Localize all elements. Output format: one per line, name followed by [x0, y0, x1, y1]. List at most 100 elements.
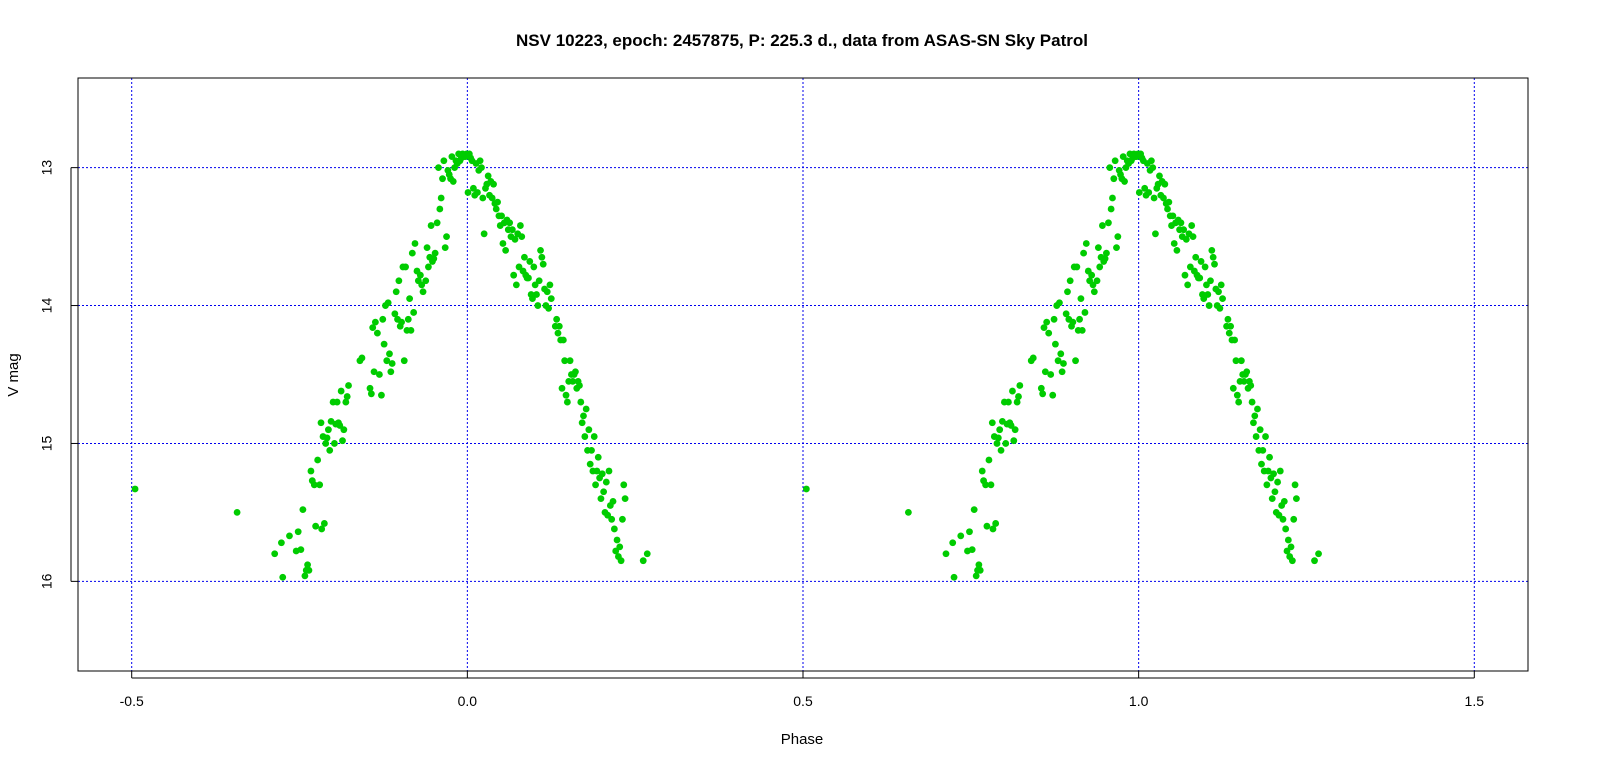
- data-point: [580, 412, 587, 420]
- data-point: [1093, 277, 1101, 285]
- data-point: [449, 178, 457, 185]
- data-point: [521, 253, 528, 261]
- data-point: [479, 194, 487, 202]
- data-point: [1280, 497, 1288, 505]
- data-point: [480, 230, 488, 238]
- data-point: [975, 561, 983, 569]
- data-point: [1237, 357, 1245, 365]
- data-point: [407, 326, 415, 334]
- data-point: [592, 481, 599, 489]
- data-point: [1106, 164, 1114, 172]
- data-point: [1149, 164, 1157, 172]
- data-point: [600, 488, 608, 496]
- data-point: [427, 222, 435, 229]
- data-point: [305, 566, 313, 574]
- data-point: [1010, 437, 1018, 445]
- data-point: [380, 340, 388, 348]
- data-point: [1204, 291, 1212, 298]
- y-tick-label: 14: [39, 298, 55, 314]
- data-point: [506, 219, 514, 227]
- data-point: [1037, 384, 1045, 392]
- data-point: [366, 384, 374, 392]
- data-point: [588, 446, 595, 454]
- data-point: [440, 157, 448, 165]
- data-point: [983, 522, 991, 530]
- data-point: [982, 481, 989, 489]
- data-point: [512, 281, 520, 289]
- data-point: [1182, 235, 1190, 243]
- data-point: [597, 495, 605, 503]
- data-point: [1211, 260, 1218, 268]
- data-point: [1250, 419, 1257, 427]
- data-point: [978, 467, 986, 475]
- data-point: [1263, 481, 1271, 489]
- data-point: [593, 467, 601, 475]
- data-point: [1227, 322, 1235, 330]
- data-point: [1062, 310, 1070, 318]
- data-point: [307, 467, 315, 475]
- x-tick-label: -0.5: [120, 693, 144, 709]
- data-point: [508, 226, 516, 234]
- data-point: [993, 440, 1001, 447]
- data-point: [1060, 360, 1067, 367]
- data-point: [581, 433, 589, 440]
- data-point: [304, 561, 311, 569]
- data-point: [602, 478, 610, 486]
- data-point: [605, 467, 613, 475]
- data-point: [404, 315, 412, 323]
- data-point: [1165, 198, 1173, 206]
- data-point: [1056, 299, 1063, 307]
- data-point: [1081, 309, 1089, 316]
- data-point: [464, 189, 472, 196]
- data-point: [384, 299, 392, 307]
- data-point: [271, 550, 279, 558]
- data-point: [516, 222, 524, 229]
- data-point: [431, 249, 439, 257]
- data-point: [533, 291, 540, 298]
- data-point: [388, 360, 396, 367]
- data-point: [337, 387, 345, 395]
- data-point: [1156, 172, 1163, 180]
- data-point: [957, 532, 965, 540]
- data-point: [408, 249, 416, 257]
- data-point: [294, 528, 302, 536]
- data-point: [609, 497, 617, 505]
- data-point: [558, 384, 566, 392]
- data-point: [340, 426, 348, 434]
- data-point: [386, 350, 393, 358]
- data-point: [582, 405, 590, 413]
- data-point: [333, 398, 341, 406]
- data-point: [904, 509, 912, 516]
- data-point: [950, 573, 958, 581]
- data-point: [616, 543, 624, 551]
- data-point: [1215, 288, 1222, 296]
- data-point: [324, 426, 332, 434]
- data-point: [318, 525, 326, 533]
- data-point: [345, 382, 352, 389]
- data-point: [476, 157, 484, 165]
- data-point: [572, 368, 579, 376]
- data-point: [416, 271, 424, 279]
- data-point: [537, 246, 544, 254]
- data-point: [639, 557, 647, 565]
- data-point: [970, 506, 978, 514]
- data-point: [1057, 350, 1065, 358]
- data-point: [1094, 244, 1102, 252]
- data-point: [299, 506, 307, 514]
- data-point: [1232, 357, 1240, 365]
- data-point: [1197, 258, 1205, 265]
- data-point: [1103, 249, 1110, 257]
- data-point: [1276, 467, 1284, 475]
- data-point: [610, 525, 618, 533]
- data-point: [402, 263, 409, 271]
- data-point: [297, 546, 305, 554]
- data-point: [994, 434, 1002, 442]
- chart-title: NSV 10223, epoch: 2457875, P: 225.3 d., …: [516, 31, 1088, 50]
- data-point: [395, 277, 403, 285]
- data-point: [619, 515, 626, 523]
- data-point: [966, 528, 973, 536]
- data-point: [1259, 446, 1267, 454]
- data-point: [1231, 336, 1239, 344]
- data-point: [492, 205, 500, 213]
- data-point: [1121, 178, 1128, 185]
